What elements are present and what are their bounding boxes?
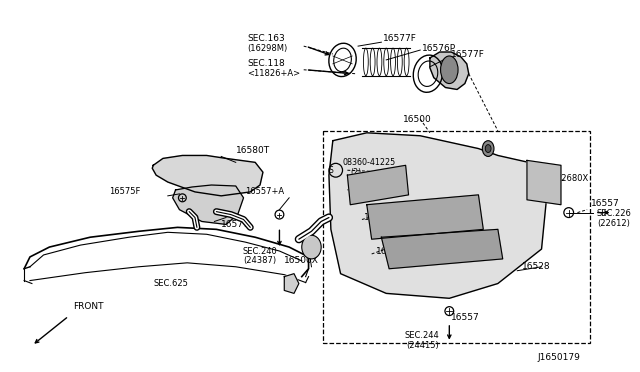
Text: (22612): (22612)	[597, 219, 630, 228]
Text: 16576P: 16576P	[422, 44, 456, 52]
Ellipse shape	[302, 235, 321, 259]
Text: 16577: 16577	[221, 220, 250, 229]
Text: 16557: 16557	[591, 199, 620, 208]
Ellipse shape	[485, 145, 491, 153]
Text: 16500X: 16500X	[284, 256, 319, 265]
Text: SEC.226: SEC.226	[597, 209, 632, 218]
Polygon shape	[381, 230, 502, 269]
Text: <11826+A>: <11826+A>	[248, 69, 301, 78]
Text: (2): (2)	[350, 168, 362, 177]
Text: 08360-41225: 08360-41225	[342, 158, 396, 167]
Text: 16577F: 16577F	[383, 34, 417, 43]
Text: 16575F: 16575F	[109, 187, 141, 196]
Text: (24387): (24387)	[243, 256, 276, 265]
Text: 16580T: 16580T	[236, 146, 270, 155]
Polygon shape	[173, 185, 243, 224]
Text: 16557: 16557	[451, 314, 480, 323]
Text: 22680X: 22680X	[556, 174, 588, 183]
Polygon shape	[348, 165, 408, 205]
Text: SEC.240: SEC.240	[243, 247, 277, 256]
Ellipse shape	[440, 56, 458, 84]
Text: FRONT: FRONT	[73, 302, 103, 311]
Polygon shape	[527, 160, 561, 205]
Polygon shape	[284, 274, 299, 294]
Ellipse shape	[483, 141, 494, 157]
Polygon shape	[430, 52, 468, 89]
Text: (24415): (24415)	[406, 341, 438, 350]
Bar	[323, 131, 590, 343]
Text: SEC.118: SEC.118	[248, 60, 285, 68]
Polygon shape	[367, 195, 483, 239]
Text: (16298M): (16298M)	[248, 44, 287, 52]
Text: 16528: 16528	[522, 262, 551, 271]
Text: SEC.625: SEC.625	[153, 279, 188, 288]
Text: 16500: 16500	[403, 115, 431, 124]
Text: 16577F: 16577F	[451, 49, 485, 58]
Text: 16546: 16546	[364, 213, 392, 222]
Polygon shape	[152, 155, 263, 196]
Polygon shape	[329, 133, 547, 298]
Text: SEC.244: SEC.244	[404, 331, 440, 340]
Text: J1650179: J1650179	[538, 353, 580, 362]
Text: 16563: 16563	[376, 247, 404, 256]
Text: S: S	[328, 166, 333, 175]
Text: 16557+A: 16557+A	[246, 187, 285, 196]
Text: 16526: 16526	[354, 183, 383, 192]
Text: SEC.163: SEC.163	[248, 34, 285, 43]
